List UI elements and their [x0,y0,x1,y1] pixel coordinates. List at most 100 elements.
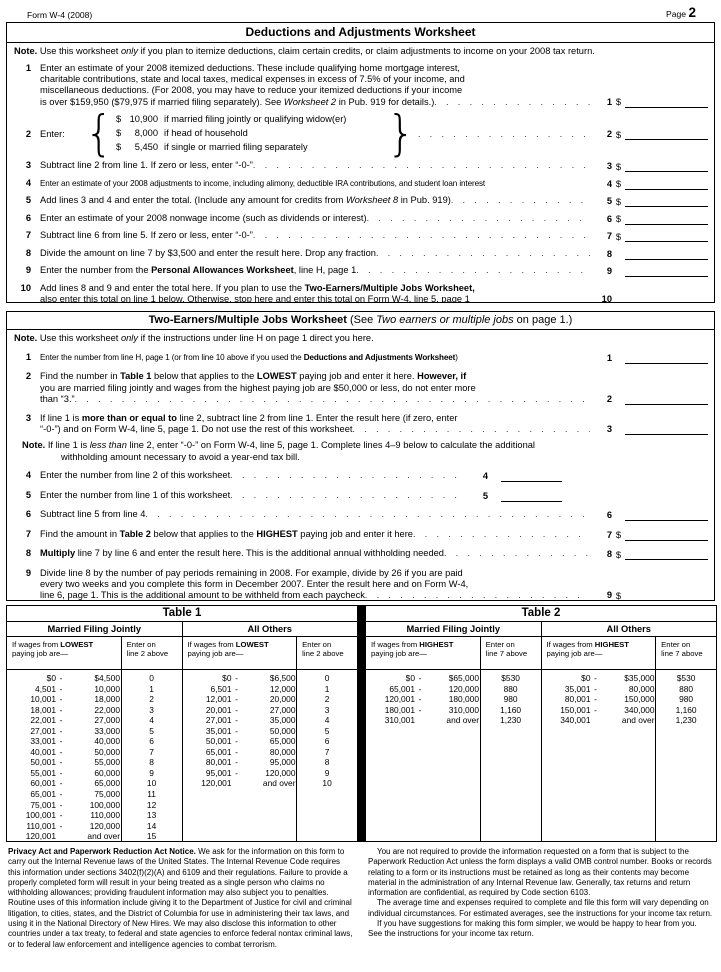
wage-high: 120,000 [265,767,296,778]
wage-high: and over [87,831,120,842]
ws2-title-rest: (See Two earners or multiple jobs on pag… [346,314,573,326]
wage-column-header: If wages from HIGHEST paying job are— [366,637,480,670]
wage-dash: - [235,767,238,778]
ws1-line-2-amount-field[interactable] [625,128,708,141]
filing-status-amounts: $10,900 if married filing jointly or qual… [116,113,384,154]
wage-low: 310,001 [384,715,415,726]
table-value: $530 [676,673,696,683]
ws2-line-5-entry-number: 5 [482,490,488,501]
ws1-line-6-amount-field[interactable] [625,213,708,225]
wage-low: 120,001 [25,831,56,842]
wage-column-header: If wages from LOWEST paying job are— [182,637,297,670]
ws2-line-2-entry: 2 [590,393,708,406]
table-1-all-others: All Others If wages from LOWEST paying jo… [182,622,357,841]
ws2-line-7-amount-field[interactable] [625,529,708,541]
enter-value-column: Enter on line 2 above 0 1 2 3 4 5 6 7 8 9 10 11 12 13 1… [120,637,182,841]
enter-value-rows: $530 880 980 1,160 1,230 [656,670,716,726]
ws2-line-2-field[interactable] [625,393,708,406]
ws1-line-3-entry-number: 3 [606,161,612,172]
wage-low: 60,001 [30,778,56,789]
wage-dash: - [235,694,238,705]
wage-dash: - [235,736,238,747]
wage-low: 27,001 [30,725,56,736]
wage-low: 65,001 [30,789,56,800]
ws2-line-5-field[interactable] [501,490,562,502]
wage-low: 33,001 [30,736,56,747]
dollar-sign: $ [615,161,622,172]
ws2-line-3: 3 If line 1 is more than or equal to lin… [14,413,708,436]
wage-dash: - [59,736,63,747]
table-row: $0- $65,000 [366,673,480,684]
ws2-line-8-amount-field[interactable] [625,548,708,561]
ws1-line-1-amount-field[interactable] [625,96,708,108]
ws1-line-8-amount-field[interactable] [625,248,708,260]
table-row: 50,001- 65,000 [183,736,297,747]
ws1-line-5-amount-field[interactable] [625,195,708,208]
ws1-line-4-amount-field[interactable] [625,178,708,190]
option-amount: 5,450 [134,142,158,153]
form-id: Form W-4 (2008) [27,10,93,20]
ws2-line-1-entry: 1 [590,352,708,364]
ws2-line-1-field[interactable] [625,352,708,364]
wage-high: 40,000 [94,736,120,747]
table-value: 9 [149,767,154,778]
left-brace-icon: { [85,105,113,162]
wage-high: 80,000 [628,683,655,694]
ws1-line-9-amount-field[interactable] [625,265,708,278]
ws2-line-9-amount-field[interactable] [625,590,708,600]
ws2-line-7-entry-number: 7 [606,529,612,540]
wage-high: 310,000 [448,704,479,715]
table-row: 27,001- 33,000 [7,726,121,737]
ws2-line-4-entry: 4 [466,470,562,483]
wage-low: 65,001 [389,683,415,694]
table-row: 80,001- 95,000 [183,757,297,768]
wage-low: 80,001 [564,694,591,705]
wage-dash: - [59,757,63,768]
option-text: if married filing jointly or qualifying … [164,114,347,125]
wage-low: 4,501 [35,683,56,694]
wage-high: and over [621,715,655,726]
table-1-groups: Married Filing Jointly If wages from LOW… [7,622,357,842]
notice-paragraph: If you have suggestions for making this … [368,919,697,939]
dollar-sign: $ [615,231,622,242]
table-row: 35,001- 80,000 [542,684,656,695]
ws2-line-3-field[interactable] [625,423,708,436]
wage-low: $0 [46,673,56,683]
ws2-title-bold: Two-Earners/Multiple Jobs Worksheet [148,314,347,326]
ws1-line-10-amount-field[interactable] [625,293,708,302]
wage-low: 50,001 [30,757,56,768]
table-value: 10 [322,778,332,789]
table-row: $0- $35,000 [542,673,656,684]
ws2-line-6-field[interactable] [625,509,708,522]
ws2-line-6-text: Subtract line 5 from line 4 [40,509,590,520]
right-brace-icon: } [387,105,415,162]
ws1-line-3-entry: 3 $ [590,160,708,173]
wage-column-header: If wages from LOWEST paying job are— [7,637,121,670]
table-2-title: Table 2 [366,606,716,622]
enter-column-header: Enter on line 2 above [297,637,357,670]
wage-high: 120,000 [89,820,120,831]
ws2-line-4-field[interactable] [501,470,562,483]
table-row: 110,001- 120,000 [7,821,121,832]
ws1-line-7-amount-field[interactable] [625,230,708,243]
page-footer: Privacy Act and Paperwork Reduction Act … [5,847,716,950]
ws1-line-5-entry-number: 5 [606,196,612,207]
ws1-line-1: 1 Enter an estimate of your 2008 itemize… [14,63,708,108]
wage-high: 50,000 [94,746,120,757]
wage-high: 65,000 [269,736,296,747]
wage-dash: - [59,746,63,757]
ws2-title: Two-Earners/Multiple Jobs Worksheet (See… [7,312,714,330]
wage-low: 55,001 [30,767,56,778]
wage-dash [415,715,425,726]
wage-low: $0 [405,673,415,683]
ws1-line-1-number: 1 [25,62,31,73]
table-value: 3 [149,704,154,715]
ws1-line-3-amount-field[interactable] [625,160,708,173]
ws2-line-3-number: 3 [25,412,31,423]
ws1-line-5-text: Add lines 3 and 4 and enter the total. (… [40,195,590,206]
ws1-line-9: 9 Enter the number from the Personal All… [14,265,708,278]
wage-column-header: If wages from HIGHEST paying job are— [541,637,656,670]
dollar-sign: $ [116,142,122,153]
table-row: 4,501- 10,000 [7,684,121,695]
